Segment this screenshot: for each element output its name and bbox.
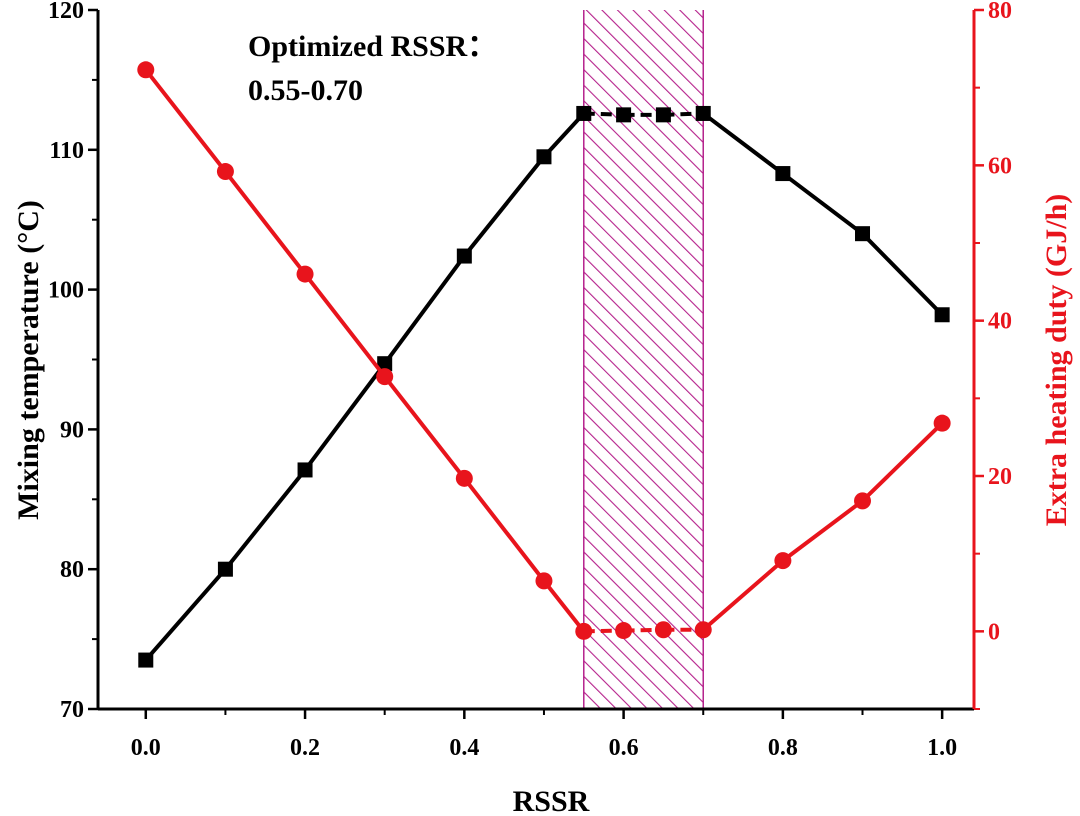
heating-duty-point bbox=[654, 621, 672, 639]
temperature-line-segment bbox=[303, 362, 387, 472]
x-axis-label: RSSR bbox=[513, 785, 590, 816]
temperature-line-segment bbox=[861, 232, 944, 317]
x-tick-label: 0.2 bbox=[290, 735, 320, 761]
ticks-layer: 0.0 0.2 0.4 0.6 0.8 1.0 70 80 90 100 110 120 0 20 40 60… bbox=[48, 0, 1012, 761]
temperature-point bbox=[217, 561, 233, 577]
heating-duty-point bbox=[933, 414, 951, 432]
heating-duty-point bbox=[535, 572, 553, 590]
heating-duty-line-segment bbox=[223, 170, 307, 276]
x-tick-label: 0.6 bbox=[609, 735, 639, 761]
heating-duty-point bbox=[376, 368, 394, 386]
right-y-axis-label: Extra heating duty (GJ/h) bbox=[1040, 194, 1073, 527]
right-y-tick-label: 60 bbox=[988, 153, 1012, 179]
right-y-tick-label: 80 bbox=[988, 0, 1012, 24]
temperature-line-segment bbox=[223, 468, 307, 571]
temperature-point bbox=[695, 105, 711, 121]
heating-duty-point bbox=[455, 469, 473, 487]
right-y-tick-label: 40 bbox=[988, 309, 1012, 335]
heating-duty-line-segment bbox=[542, 579, 586, 633]
heating-duty-line-segment bbox=[861, 421, 944, 503]
temperature-point bbox=[377, 356, 393, 372]
temperature-point bbox=[138, 652, 154, 668]
left-y-tick-label: 100 bbox=[48, 278, 84, 304]
optimized-region-hatch bbox=[583, 10, 704, 709]
heating-duty-point bbox=[137, 61, 155, 79]
heating-duty-point bbox=[296, 265, 314, 283]
left-y-tick-label: 70 bbox=[60, 697, 84, 723]
heating-duty-point bbox=[615, 622, 633, 640]
heating-duty-point bbox=[854, 492, 872, 510]
temperature-line-segment bbox=[702, 111, 785, 176]
heating-duty-point bbox=[694, 621, 712, 639]
heating-duty-line-segment bbox=[144, 68, 227, 173]
heating-duty-point bbox=[575, 622, 593, 640]
heating-duty-point bbox=[216, 163, 234, 181]
heating-duty-line-segment bbox=[383, 375, 466, 480]
temperature-point bbox=[576, 105, 592, 121]
x-tick-label: 1.0 bbox=[927, 735, 957, 761]
heating-duty-line-segment bbox=[701, 559, 785, 632]
temperature-point bbox=[616, 107, 632, 123]
optimized-region-layer bbox=[583, 10, 704, 709]
temperature-line-segment bbox=[144, 567, 227, 662]
right-y-tick-label: 20 bbox=[988, 464, 1012, 490]
series-layer bbox=[137, 61, 951, 668]
left-y-tick-label: 110 bbox=[49, 138, 84, 164]
x-tick-label: 0.0 bbox=[131, 735, 161, 761]
x-tick-label: 0.8 bbox=[768, 735, 798, 761]
temperature-point bbox=[536, 149, 552, 165]
temperature-line-segment bbox=[462, 155, 546, 258]
temperature-point bbox=[655, 107, 671, 123]
axes-layer bbox=[96, 10, 976, 711]
left-y-axis-label: Mixing temperature (°C) bbox=[12, 200, 45, 520]
temperature-line-segment bbox=[383, 254, 466, 365]
temperature-point bbox=[855, 226, 871, 242]
heating-duty-line-segment bbox=[462, 477, 546, 583]
heating-duty-line-segment bbox=[781, 499, 864, 563]
heating-duty-point bbox=[774, 552, 792, 570]
left-y-tick-label: 80 bbox=[60, 557, 84, 583]
annotation-title: Optimized RSSR： bbox=[248, 30, 497, 63]
left-y-tick-label: 90 bbox=[60, 417, 84, 443]
temperature-point bbox=[456, 248, 472, 264]
right-y-tick-label: 0 bbox=[988, 619, 1000, 645]
temperature-point bbox=[297, 462, 313, 478]
annotation-range: 0.55-0.70 bbox=[248, 74, 363, 107]
temperature-point bbox=[775, 166, 791, 182]
temperature-point bbox=[934, 307, 950, 323]
x-tick-label: 0.4 bbox=[449, 735, 479, 761]
heating-duty-line-segment bbox=[303, 272, 387, 378]
temperature-line-segment bbox=[781, 171, 864, 236]
left-y-tick-label: 120 bbox=[48, 0, 84, 24]
